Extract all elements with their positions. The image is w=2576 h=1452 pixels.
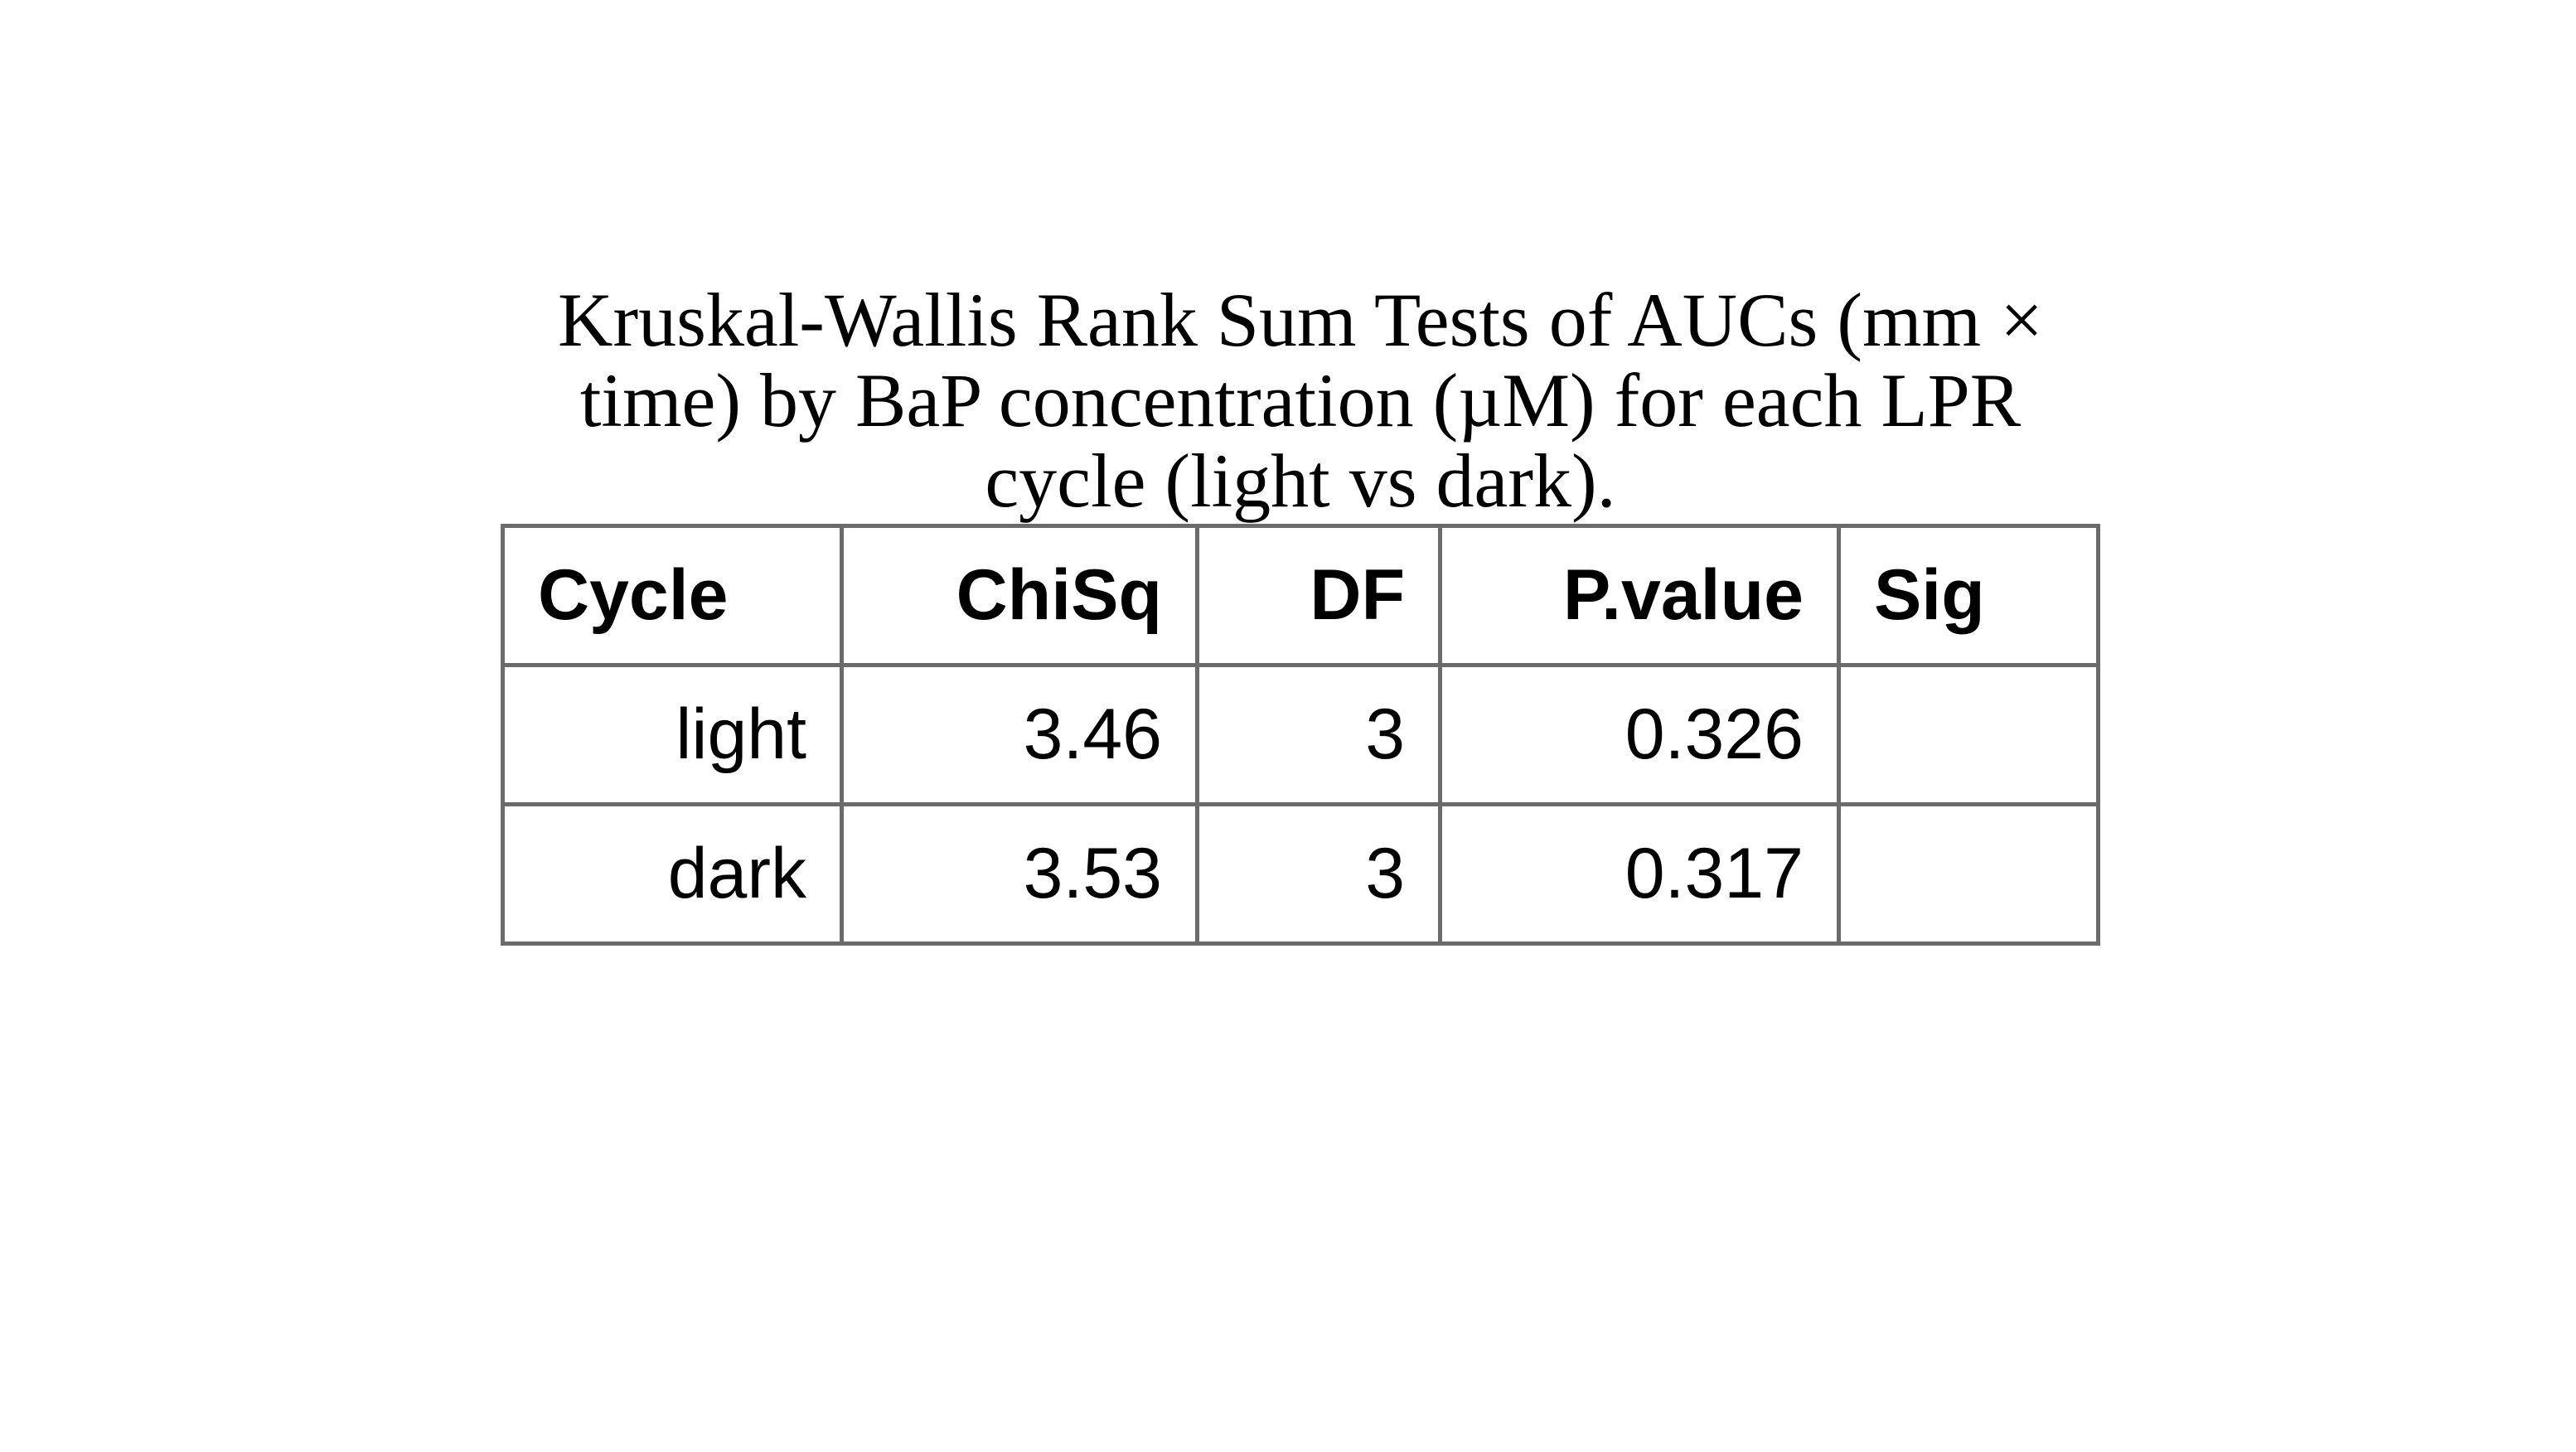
cell-cycle: dark — [500, 802, 845, 946]
cell-df: 3 — [1195, 663, 1443, 806]
table-row: dark 3.53 3 0.317 — [500, 802, 2101, 946]
header-df: DF — [1195, 524, 1443, 667]
header-pvalue: P.value — [1438, 524, 1841, 667]
header-chisq: ChiSq — [840, 524, 1200, 667]
table-caption: Kruskal-Wallis Rank Sum Tests of AUCs (m… — [558, 278, 2043, 523]
cell-chisq: 3.46 — [840, 663, 1200, 806]
cell-sig — [1836, 663, 2101, 806]
cell-pvalue: 0.317 — [1438, 802, 1841, 946]
table-row: light 3.46 3 0.326 — [500, 663, 2101, 806]
header-cycle: Cycle — [500, 524, 845, 667]
cell-df: 3 — [1195, 802, 1443, 946]
table-header-row: Cycle ChiSq DF P.value Sig — [500, 524, 2101, 667]
cell-sig — [1836, 802, 2101, 946]
kruskal-wallis-table: Cycle ChiSq DF P.value Sig light 3.46 3 … — [500, 524, 2101, 946]
cell-cycle: light — [500, 663, 845, 806]
cell-pvalue: 0.326 — [1438, 663, 1841, 806]
cell-chisq: 3.53 — [840, 802, 1200, 946]
header-sig: Sig — [1836, 524, 2101, 667]
